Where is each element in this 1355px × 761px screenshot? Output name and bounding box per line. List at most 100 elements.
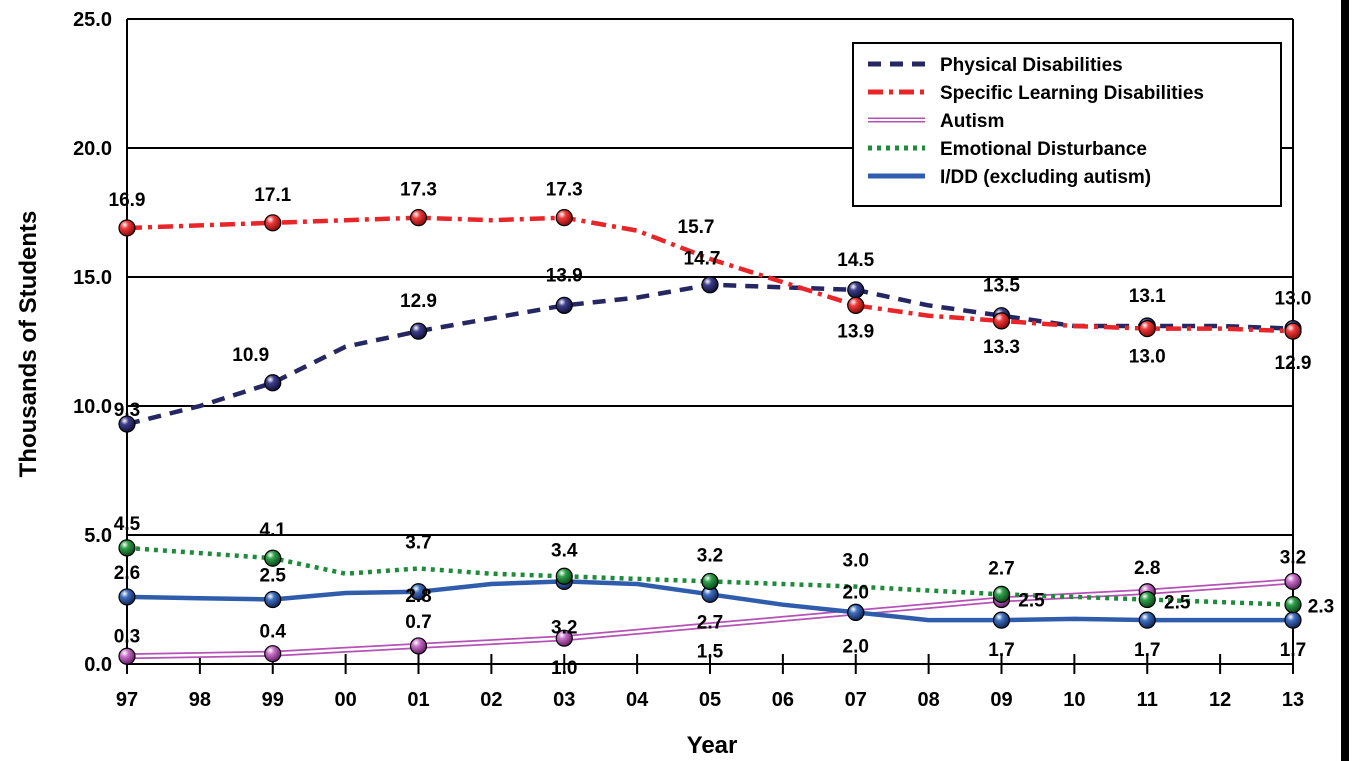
data-point: [1284, 596, 1302, 614]
data-point: [992, 611, 1011, 629]
data-point: [1138, 590, 1156, 609]
data-label: 2.5: [260, 566, 287, 587]
y-tick-label: 0.0: [84, 654, 112, 676]
series-line-specific-learning-disabilities: [126, 215, 1294, 334]
data-point: [264, 549, 282, 567]
series-line-inner-autism: [126, 580, 1294, 658]
data-label: 0.4: [260, 622, 287, 643]
data-point: [1284, 572, 1302, 591]
data-label: 14.7: [684, 249, 721, 270]
data-label: 3.2: [1280, 547, 1306, 568]
data-label: 3.2: [697, 545, 723, 566]
x-tick-label: 01: [407, 689, 429, 711]
data-point: [264, 374, 282, 392]
data-label: 3.4: [551, 540, 578, 561]
x-tick-label: 07: [845, 689, 867, 711]
data-point: [992, 312, 1011, 330]
data-label: 2.0: [843, 636, 869, 657]
y-tick-label: 5.0: [84, 525, 112, 547]
data-point: [118, 647, 136, 665]
legend: Physical Disabilities Specific Learning D…: [852, 42, 1282, 207]
data-point: [847, 296, 865, 314]
data-point: [118, 219, 136, 237]
data-label: 4.1: [260, 520, 287, 541]
series-markers: [118, 209, 1302, 665]
data-label: 17.1: [254, 185, 291, 206]
data-label: 13.0: [1129, 347, 1166, 368]
data-label: 2.0: [843, 582, 869, 603]
data-point: [1284, 611, 1302, 629]
x-tick-label: 09: [990, 689, 1012, 711]
data-label: 3.7: [405, 533, 431, 554]
data-point: [264, 645, 282, 663]
data-label: 0.7: [405, 612, 431, 633]
data-label: 12.9: [400, 291, 437, 312]
data-point: [264, 590, 282, 609]
data-label: 17.3: [400, 180, 437, 201]
data-label: 12.9: [1275, 353, 1312, 374]
data-label: 3.0: [843, 551, 869, 572]
data-label: 9.3: [114, 400, 140, 421]
data-point: [847, 281, 865, 299]
data-point: [118, 588, 136, 606]
y-axis-ticks: 0.0 5.0 10.0 15.0 20.0 25.0: [73, 9, 112, 676]
data-label: 14.5: [837, 250, 874, 271]
data-point: [555, 296, 573, 314]
data-point: [409, 322, 428, 340]
data-label: 1.7: [1134, 640, 1160, 661]
data-label: 3.2: [551, 617, 577, 638]
data-label: 13.9: [837, 321, 874, 342]
gridlines: [127, 18, 1293, 665]
data-point: [264, 214, 282, 232]
data-label: 16.9: [109, 190, 146, 211]
data-point: [701, 276, 719, 294]
x-tick-label: 13: [1282, 689, 1304, 711]
data-label: 2.5: [1018, 591, 1045, 612]
data-point: [1284, 322, 1302, 340]
data-label: 2.8: [405, 586, 431, 607]
data-point: [1138, 320, 1156, 338]
x-tick-label: 02: [480, 689, 502, 711]
data-label: 2.6: [114, 563, 140, 584]
data-point: [409, 637, 428, 655]
x-tick-label: 10: [1063, 689, 1085, 711]
y-tick-label: 20.0: [73, 138, 112, 160]
x-axis-title: Year: [687, 732, 738, 759]
data-point: [118, 415, 136, 433]
legend-label: Physical Disabilities: [940, 55, 1123, 76]
data-label: 2.8: [1134, 558, 1160, 579]
y-tick-label: 10.0: [73, 396, 112, 418]
data-point: [118, 539, 136, 557]
legend-box: [852, 42, 1282, 207]
data-label: 1.7: [1280, 640, 1306, 661]
x-tick-label: 97: [116, 689, 138, 711]
x-tick-label: 99: [262, 689, 284, 711]
data-point: [409, 209, 428, 227]
x-axis-ticks: 97 98 99 00 01 02 03 04 05 06 07 08 09 10 11 12 13: [116, 654, 1304, 711]
data-point: [992, 585, 1011, 603]
right-edge-bar: [1341, 0, 1349, 761]
data-point: [701, 572, 719, 591]
data-label: 13.1: [1129, 286, 1166, 307]
data-label: 13.5: [983, 276, 1020, 297]
series-line-physical-disabilities: [126, 282, 1294, 427]
y-tick-label: 25.0: [73, 9, 112, 31]
data-label: 2.3: [1308, 597, 1334, 618]
data-point: [409, 583, 428, 601]
x-tick-label: 05: [699, 689, 721, 711]
x-tick-label: 08: [918, 689, 940, 711]
legend-label: Autism: [940, 111, 1004, 132]
data-label: 10.9: [232, 345, 269, 366]
x-tick-label: 98: [189, 689, 211, 711]
data-label: 13.3: [983, 337, 1020, 358]
data-point: [555, 567, 573, 585]
data-label: 1.5: [697, 641, 724, 662]
data-label: 1.7: [988, 640, 1014, 661]
x-tick-label: 04: [626, 689, 649, 711]
x-tick-label: 12: [1209, 689, 1231, 711]
data-label: 2.7: [988, 558, 1014, 579]
x-tick-label: 06: [772, 689, 794, 711]
x-tick-label: 11: [1137, 689, 1158, 711]
data-point: [555, 629, 573, 647]
data-label: 2.7: [697, 612, 723, 633]
